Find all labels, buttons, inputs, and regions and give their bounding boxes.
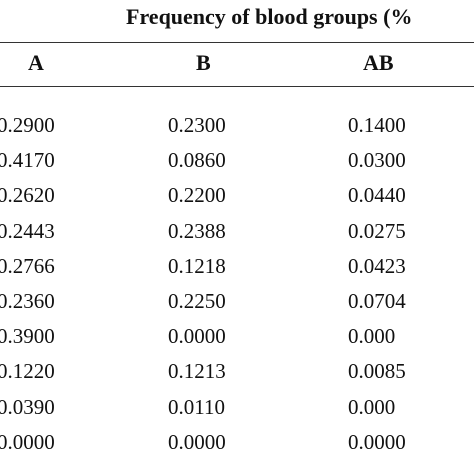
cell-b: 0.1213: [168, 359, 226, 384]
cell-b: 0.2300: [168, 113, 226, 137]
cell-a: 0.3900: [0, 324, 55, 349]
table-row: 0.1220 0.1213 0.0085: [0, 358, 474, 393]
table-body: 0.2900 0.2300 0.1400 0.4170 0.0860 0.030…: [0, 112, 474, 464]
cell-ab: 0.1400: [348, 113, 406, 137]
cell-b: 0.0000: [168, 324, 226, 349]
table-row: 0.0390 0.0110 0.000: [0, 394, 474, 429]
cell-ab: 0.000: [348, 394, 396, 419]
cell-ab: 0.000: [348, 324, 396, 349]
table-row: 0.2900 0.2300 0.1400: [0, 112, 474, 147]
cell-a: 0.2900: [0, 113, 55, 137]
table-row: 0.2620 0.2200 0.0440: [0, 182, 474, 217]
cell-a: 0.2443: [0, 218, 55, 243]
top-rule: [0, 42, 474, 43]
table-row: 0.0000 0.0000 0.0000: [0, 429, 474, 464]
cell-a: 0.0000: [0, 429, 55, 454]
cell-b: 0.2250: [168, 288, 226, 313]
cell-ab: 0.0704: [348, 288, 406, 313]
cell-a: 0.2360: [0, 288, 55, 313]
cell-a: 0.2766: [0, 253, 55, 278]
table-row: 0.2360 0.2250 0.0704: [0, 288, 474, 323]
cell-ab: 0.0423: [348, 253, 406, 278]
table-title: Frequency of blood groups (%: [126, 4, 413, 29]
cell-b: 0.2388: [168, 218, 226, 243]
header-b: B: [196, 50, 211, 75]
header-rule: [0, 86, 474, 87]
cell-a: 0.0390: [0, 394, 55, 419]
cell-ab: 0.0440: [348, 183, 406, 208]
cell-b: 0.0110: [168, 394, 225, 419]
table-row: 0.4170 0.0860 0.0300: [0, 147, 474, 182]
cell-ab: 0.0085: [348, 359, 406, 384]
cell-ab: 0.0275: [348, 218, 406, 243]
cell-b: 0.1218: [168, 253, 226, 278]
cell-b: 0.0860: [168, 148, 226, 173]
table-row: 0.2766 0.1218 0.0423: [0, 253, 474, 288]
header-ab: AB: [363, 50, 394, 75]
cell-ab: 0.0000: [348, 429, 406, 454]
table-row: 0.3900 0.0000 0.000: [0, 323, 474, 358]
table-row: 0.2443 0.2388 0.0275: [0, 218, 474, 253]
cell-ab: 0.0300: [348, 148, 406, 173]
cell-b: 0.2200: [168, 183, 226, 208]
cell-a: 0.1220: [0, 359, 55, 384]
cell-b: 0.0000: [168, 429, 226, 454]
cell-a: 0.4170: [0, 148, 55, 173]
header-a: A: [28, 50, 44, 75]
cell-a: 0.2620: [0, 183, 55, 208]
